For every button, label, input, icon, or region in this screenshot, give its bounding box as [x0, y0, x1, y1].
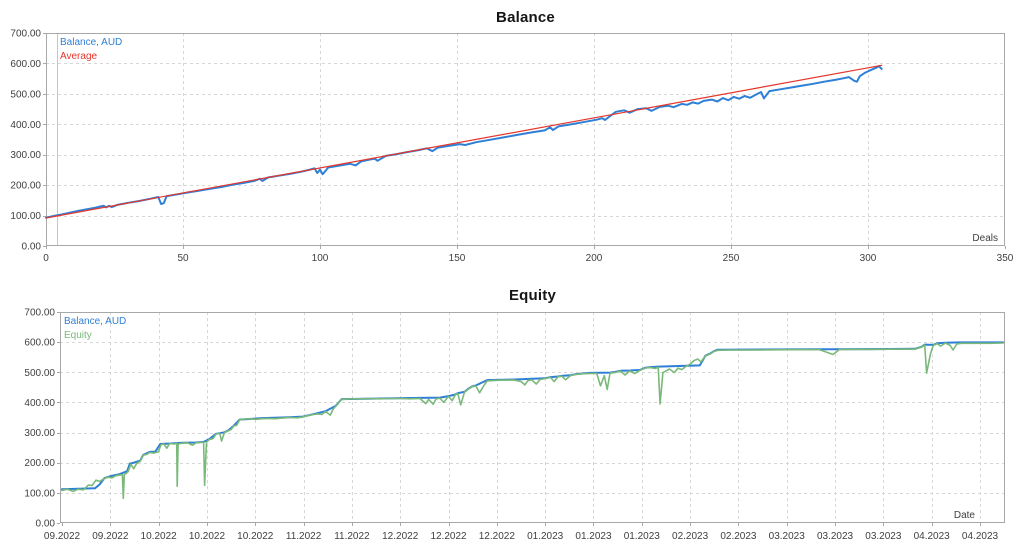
- y-tick-label: 500.00: [10, 89, 41, 100]
- x-tick-label: 150: [449, 253, 466, 264]
- x-tick-label: 12.2022: [479, 531, 516, 542]
- y-tick-label: 600.00: [10, 59, 41, 70]
- x-tick-label: 09.2022: [92, 531, 129, 542]
- y-tick-label: 400.00: [10, 120, 41, 131]
- y-tick-label: 0.00: [36, 519, 56, 530]
- x-tick-label: 02.2023: [672, 531, 709, 542]
- x-tick-label: 03.2023: [817, 531, 854, 542]
- x-tick-label: 01.2023: [527, 531, 564, 542]
- y-tick-label: 500.00: [24, 368, 55, 379]
- balance-series-balance-aud: [45, 65, 883, 219]
- x-tick-label: 350: [997, 253, 1014, 264]
- equity-series-balance-aud: [60, 341, 1005, 491]
- x-tick-label: 01.2023: [624, 531, 661, 542]
- y-tick-label: 300.00: [10, 150, 41, 161]
- x-tick-label: 10.2022: [237, 531, 274, 542]
- y-tick-label: 300.00: [24, 428, 55, 439]
- x-tick-label: 03.2023: [865, 531, 902, 542]
- equity-chart-title: Equity: [508, 287, 557, 304]
- equity-chart-legend: Balance, AUD Equity: [64, 315, 126, 343]
- x-tick-label: 50: [177, 253, 189, 264]
- y-tick-label: 400.00: [24, 398, 55, 409]
- x-tick-label: 03.2023: [769, 531, 806, 542]
- x-tick-label: 04.2023: [962, 531, 999, 542]
- y-tick-label: 100.00: [24, 488, 55, 499]
- x-tick-label: 01.2023: [575, 531, 612, 542]
- legend-average: Average: [60, 51, 98, 62]
- x-tick-label: 10.2022: [189, 531, 226, 542]
- x-tick-label: 12.2022: [382, 531, 419, 542]
- legend-equity: Equity: [64, 330, 92, 341]
- balance-plot-border: [46, 33, 1005, 246]
- x-tick-label: 04.2023: [914, 531, 951, 542]
- y-tick-label: 0.00: [22, 242, 42, 253]
- x-tick-label: 09.2022: [44, 531, 81, 542]
- x-tick-label: 11.2022: [334, 531, 370, 542]
- balance-chart-title: Balance: [496, 9, 555, 26]
- deals-axis-label: Deals: [969, 233, 1001, 245]
- x-tick-label: 02.2023: [720, 531, 757, 542]
- y-tick-label: 700.00: [24, 308, 55, 319]
- equity-series-equity: [61, 342, 1004, 500]
- equity-plot-border: [60, 312, 1005, 523]
- x-tick-label: 250: [723, 253, 740, 264]
- legend-balance-aud: Balance, AUD: [60, 37, 123, 48]
- x-tick-label: 10.2022: [141, 531, 178, 542]
- y-tick-label: 600.00: [24, 338, 55, 349]
- y-tick-label: 200.00: [24, 458, 55, 469]
- date-axis-label: Date: [950, 510, 978, 522]
- x-tick-label: 11.2022: [286, 531, 322, 542]
- y-tick-label: 700.00: [10, 29, 41, 40]
- y-tick-label: 200.00: [10, 181, 41, 192]
- y-tick-label: 100.00: [10, 211, 41, 222]
- x-tick-label: 12.2022: [430, 531, 467, 542]
- legend-balance-aud-2: Balance, AUD: [64, 316, 127, 327]
- balance-series-average: [45, 64, 883, 219]
- balance-chart-legend: Balance, AUD Average: [60, 36, 122, 64]
- x-tick-label: 100: [312, 253, 329, 264]
- x-tick-label: 300: [860, 253, 877, 264]
- x-tick-label: 0: [43, 253, 49, 264]
- x-tick-label: 200: [586, 253, 603, 264]
